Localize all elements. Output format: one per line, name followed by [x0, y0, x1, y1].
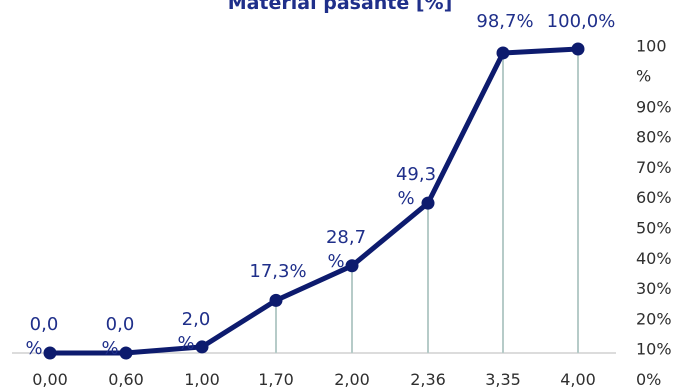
drop-lines — [201, 49, 579, 353]
x-tick-label: 1,00 — [184, 370, 220, 389]
data-point — [269, 293, 283, 307]
y-tick-label: 80% — [636, 128, 672, 147]
data-label: 0,0% — [25, 314, 58, 359]
data-label: 49,3% — [396, 164, 436, 209]
data-point — [195, 340, 209, 354]
x-tick-label: 0,60 — [108, 370, 144, 389]
series-line-path — [47, 46, 581, 356]
data-point — [496, 46, 510, 60]
data-label: 100,0% — [547, 11, 616, 32]
data-point — [43, 346, 57, 360]
y-tick-label: 90% — [636, 97, 672, 116]
y-tick-label: 70% — [636, 158, 672, 177]
x-tick-label: 3,35 — [485, 370, 521, 389]
x-tick-label: 0,00 — [32, 370, 68, 389]
series-line — [47, 46, 581, 356]
data-point — [421, 196, 435, 210]
y-tick-label: 50% — [636, 219, 672, 238]
data-point — [119, 346, 133, 360]
y-tick-label: 10% — [636, 340, 672, 359]
x-tick-label: 1,70 — [258, 370, 294, 389]
data-labels: 0,0 % 0,0 % 2,0 % 17,3% 28,7 % 49,3 % 98,7% 100,0% — [25, 11, 615, 359]
y-tick-labels: 0% 10% 20% 30% 40% 50% 60% 70% 80% 90% 100% — [636, 37, 672, 389]
y-tick-label: 60% — [636, 188, 672, 207]
markers — [43, 42, 585, 360]
data-label: 98,7% — [476, 11, 533, 32]
data-label: 28,7% — [326, 227, 366, 272]
data-label: 0,0% — [101, 314, 134, 359]
x-tick-label: 2,36 — [410, 370, 446, 389]
chart-title: Material pasante [%] — [228, 0, 453, 14]
data-label: 2,0% — [177, 309, 210, 354]
data-point — [571, 42, 585, 56]
y-tick-label: 20% — [636, 309, 672, 328]
y-tick-label: 0% — [636, 370, 661, 389]
x-tick-label: 4,00 — [560, 370, 596, 389]
data-label: 17,3% — [249, 261, 306, 282]
y-tick-label: 40% — [636, 249, 672, 268]
data-point — [345, 259, 359, 273]
x-tick-labels: 0,00 0,60 1,00 1,70 2,00 2,36 3,35 4,00 — [32, 370, 596, 389]
x-tick-label: 2,00 — [334, 370, 370, 389]
y-tick-label: 100% — [636, 37, 667, 86]
y-tick-label: 30% — [636, 279, 672, 298]
